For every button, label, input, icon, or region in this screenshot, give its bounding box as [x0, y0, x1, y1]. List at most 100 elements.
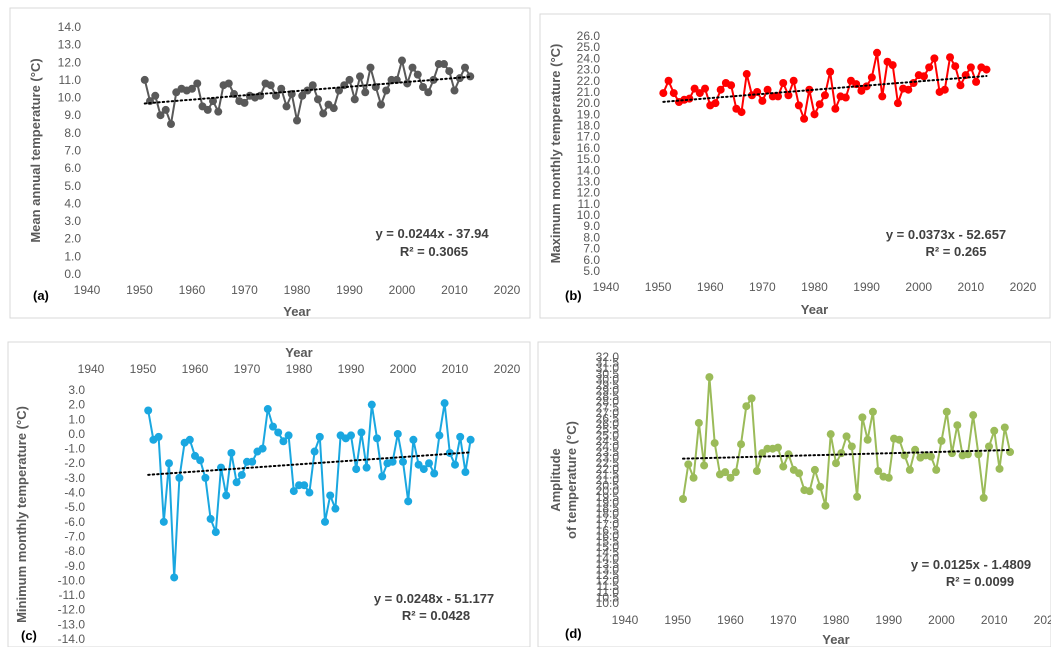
x-tick-label: 1970 — [231, 283, 258, 297]
y-tick-label: 20.5 — [596, 479, 620, 493]
y-axis-title-line: Amplitude — [548, 448, 563, 512]
data-point — [789, 76, 798, 85]
y-axis-title: Amplitudeof temperature (°C) — [548, 421, 579, 539]
data-point — [350, 95, 359, 104]
data-point — [664, 76, 673, 85]
data-point — [388, 457, 397, 466]
trend-line — [143, 75, 472, 105]
data-point — [399, 457, 407, 466]
data-point — [721, 468, 730, 477]
x-tick-label: 1950 — [645, 280, 672, 294]
x-tick-label: 1990 — [336, 283, 363, 297]
y-tick-label: 11.0 — [597, 585, 620, 599]
y-tick-label: 0.0 — [68, 427, 85, 441]
panel-frame — [9, 7, 531, 319]
data-point — [450, 86, 459, 95]
y-tick-label: 5.0 — [64, 179, 81, 193]
data-point — [995, 464, 1004, 473]
data-point — [841, 93, 850, 102]
data-point — [742, 70, 751, 79]
data-point — [185, 435, 194, 444]
data-point — [461, 63, 469, 72]
y-tick-label: 16.5 — [596, 523, 620, 537]
data-point — [900, 451, 909, 460]
y-tick-label: 10.5 — [596, 590, 620, 604]
data-point — [326, 491, 335, 500]
y-tick-label: 18.0 — [596, 507, 620, 521]
data-point — [352, 465, 361, 474]
data-point — [747, 394, 756, 403]
data-point — [144, 406, 153, 415]
y-tick-label: -7.0 — [64, 529, 85, 543]
x-tick-label: 1950 — [130, 362, 157, 376]
y-axis-title: Maximum monthly temperature (°C) — [548, 44, 563, 264]
data-point — [214, 107, 223, 116]
y-tick-label: 24.5 — [596, 434, 620, 448]
data-point — [466, 72, 475, 81]
data-point — [858, 413, 867, 422]
y-tick-label: 14.0 — [577, 163, 601, 177]
y-tick-label: 6.0 — [64, 161, 81, 175]
data-point — [393, 429, 402, 438]
data-point — [810, 465, 819, 474]
data-point — [758, 96, 767, 105]
y-tick-label: 13.0 — [577, 174, 601, 188]
data-point — [227, 448, 236, 457]
x-tick-label: 2020 — [1010, 280, 1037, 294]
data-point — [963, 450, 972, 459]
x-tick-label: 1990 — [338, 362, 365, 376]
data-point — [990, 426, 999, 435]
data-point — [362, 463, 371, 472]
data-point — [863, 435, 872, 444]
y-tick-label: -6.0 — [64, 515, 85, 529]
data-point — [710, 439, 719, 448]
data-point — [820, 91, 829, 100]
data-point — [201, 473, 210, 482]
y-axis-title: Minimum monthly temperature (°C) — [14, 406, 29, 623]
x-tick-label: 2000 — [390, 362, 417, 376]
data-point — [206, 514, 215, 523]
y-tick-label: 14.0 — [596, 551, 620, 565]
data-point — [361, 88, 370, 97]
chart-panel: 5.06.07.08.09.010.011.012.013.014.015.01… — [539, 13, 1051, 319]
y-tick-label: 24.0 — [577, 51, 601, 65]
y-tick-label: 17.0 — [596, 518, 620, 532]
data-point — [758, 449, 767, 458]
data-point — [161, 105, 170, 114]
x-tick-label: 2020 — [1034, 613, 1051, 627]
trend-line — [682, 449, 1012, 460]
data-point — [679, 495, 688, 504]
y-tick-label: -10.0 — [58, 573, 86, 587]
y-tick-label: 16.0 — [596, 529, 620, 543]
y-tick-label: 19.0 — [577, 107, 601, 121]
y-tick-label: -3.0 — [64, 471, 85, 485]
y-tick-label: 22.0 — [577, 74, 601, 88]
data-point — [726, 473, 735, 482]
data-point — [779, 462, 788, 471]
r-squared: R² = 0.0428 — [402, 608, 470, 623]
data-point — [878, 92, 887, 101]
y-tick-label: 22.0 — [596, 462, 620, 476]
y-tick-label: 31.0 — [596, 361, 620, 375]
data-point — [451, 460, 459, 469]
data-point — [403, 79, 412, 88]
data-point — [232, 478, 241, 487]
y-tick-label: 30.5 — [596, 367, 620, 381]
x-axis-title: Year — [801, 302, 828, 317]
data-point — [925, 63, 934, 72]
data-point — [805, 85, 814, 94]
y-tick-label: 10.0 — [577, 208, 601, 222]
y-tick-label: 14.5 — [596, 546, 620, 560]
panel-label: (d) — [565, 626, 582, 641]
y-tick-label: 1.0 — [64, 249, 81, 263]
y-tick-label: 28.0 — [596, 395, 620, 409]
data-point — [211, 528, 220, 537]
y-tick-label: 21.0 — [596, 473, 620, 487]
data-point — [315, 432, 324, 441]
data-point — [853, 492, 862, 501]
data-point — [266, 81, 275, 90]
x-tick-label: 1990 — [853, 280, 880, 294]
y-tick-label: 27.0 — [596, 406, 620, 420]
data-point — [867, 73, 876, 82]
data-point — [930, 54, 939, 63]
